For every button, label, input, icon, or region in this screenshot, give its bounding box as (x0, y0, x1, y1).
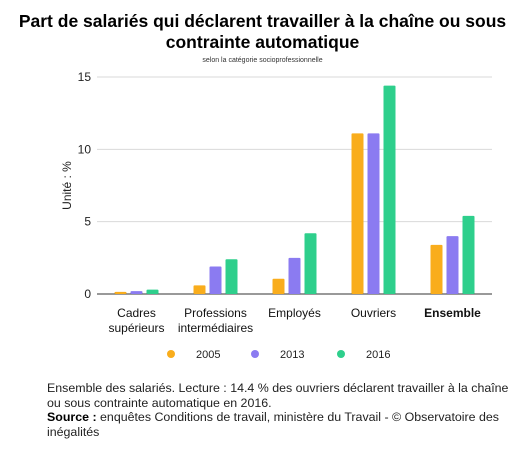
x-tick-label: supérieurs (108, 321, 164, 335)
x-tick-label: Ouvriers (351, 306, 396, 320)
bar (114, 291, 127, 294)
source-label: Source : (47, 410, 97, 425)
x-tick-label: Employés (268, 306, 321, 320)
bar (430, 244, 443, 294)
bar (193, 285, 206, 294)
legend-marker (251, 350, 259, 358)
bar (304, 233, 317, 294)
x-tick-label: Cadres (117, 306, 156, 320)
chart-title: Part de salariés qui déclarent travaille… (18, 11, 507, 52)
bar (130, 291, 143, 294)
bar (272, 278, 285, 294)
legend-label: 2005 (196, 349, 220, 361)
bar (367, 133, 380, 294)
bar (446, 236, 459, 294)
legend-label: 2013 (280, 349, 304, 361)
y-tick-label: 5 (84, 215, 91, 229)
bar (351, 133, 364, 294)
y-axis-label: Unité : % (60, 161, 74, 210)
x-tick-label: Ensemble (424, 306, 481, 320)
x-tick-label: Professions (184, 306, 247, 320)
legend-marker (337, 350, 345, 358)
bar (209, 266, 222, 294)
source-text: enquêtes Conditions de travail, ministèr… (47, 410, 499, 439)
bar (288, 257, 301, 294)
y-tick-label: 15 (78, 70, 92, 84)
legend-marker (167, 350, 175, 358)
bar (462, 215, 475, 294)
source-line: Source : enquêtes Conditions de travail,… (47, 410, 517, 439)
chart-footer: Ensemble des salariés. Lecture : 14.4 % … (47, 381, 517, 439)
chart-subtitle: selon la catégorie socioprofessionnelle (202, 57, 323, 64)
bar (225, 259, 238, 294)
y-tick-label: 0 (84, 287, 91, 301)
bar (146, 289, 159, 294)
bar (383, 85, 396, 295)
x-tick-label: intermédiaires (178, 321, 253, 335)
lecture-note: Ensemble des salariés. Lecture : 14.4 % … (47, 381, 509, 410)
y-tick-label: 10 (78, 142, 92, 156)
legend-label: 2016 (366, 349, 390, 361)
